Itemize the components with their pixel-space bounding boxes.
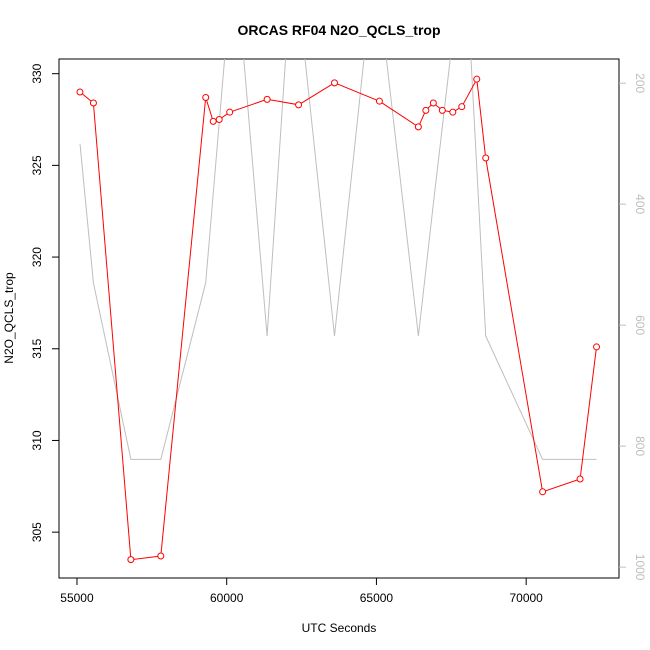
series-0-point-18 (473, 75, 481, 83)
series-0-point-4 (202, 94, 210, 102)
y2-tick-label-4: 1000 (633, 554, 647, 581)
y-tick-label-3: 320 (30, 247, 44, 267)
series-0-line (79, 77, 597, 561)
x-tick-label-0: 55000 (60, 591, 94, 605)
series-0-point-3 (157, 552, 165, 560)
series-0-point-9 (295, 101, 303, 109)
series-1-line (79, 59, 597, 460)
series-0-point-17 (458, 103, 466, 111)
series-0-point-20 (539, 488, 547, 496)
series-0-point-0 (76, 88, 84, 96)
y2-tick-label-3: 800 (633, 436, 647, 456)
chart-title: ORCAS RF04 N2O_QCLS_trop (237, 22, 440, 38)
series-layer (76, 59, 601, 564)
series-0-point-13 (422, 106, 430, 114)
y-tick-label-4: 325 (30, 155, 44, 175)
series-0-point-11 (375, 97, 383, 105)
series-0-point-22 (593, 343, 601, 351)
x-axis-label: UTC Seconds (302, 621, 377, 635)
series-0-point-8 (263, 95, 271, 103)
series-0-point-2 (127, 556, 135, 564)
x-tick-label-2: 65000 (360, 591, 394, 605)
x-tick-label-1: 60000 (210, 591, 244, 605)
series-0-point-12 (414, 123, 422, 131)
y2-tick-label-0: 200 (633, 73, 647, 93)
y-tick-label-5: 330 (30, 63, 44, 83)
series-0-point-5 (209, 117, 217, 125)
y-tick-label-1: 310 (30, 430, 44, 450)
y2-tick-label-1: 400 (633, 194, 647, 214)
plot-frame (58, 58, 620, 579)
series-0-point-6 (215, 116, 223, 124)
series-0-point-19 (482, 154, 490, 162)
y2-tick-label-2: 600 (633, 315, 647, 335)
y-tick-label-0: 305 (30, 522, 44, 542)
series-0-point-21 (576, 475, 584, 483)
series-0-point-16 (449, 108, 457, 116)
y-tick-label-2: 315 (30, 338, 44, 358)
y-axis-label: N2O_QCLS_trop (2, 272, 16, 364)
axis-layer: 55000 60000 65000 70000 305 310 315 320 325 330 20… (30, 63, 647, 605)
series-0-point-10 (331, 79, 339, 87)
series-0-point-7 (226, 108, 234, 116)
series-0-point-1 (89, 99, 97, 107)
series-0-point-15 (438, 106, 446, 114)
x-tick-label-3: 70000 (509, 591, 543, 605)
series-0-point-14 (429, 99, 437, 107)
